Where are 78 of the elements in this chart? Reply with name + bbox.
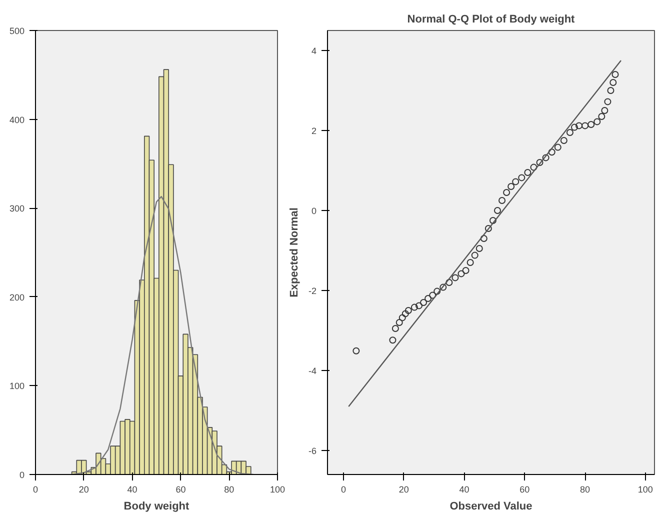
y-tick-label: 300 <box>9 204 25 214</box>
point <box>524 169 532 176</box>
x-tick-label: 80 <box>224 484 234 494</box>
point <box>462 267 470 274</box>
point <box>588 121 595 128</box>
point <box>503 189 510 196</box>
point <box>352 347 360 354</box>
point <box>548 148 556 156</box>
point <box>489 217 496 224</box>
point <box>508 183 515 190</box>
point <box>607 87 614 94</box>
y-tick-label: 0 <box>19 470 25 480</box>
x-axis-title: Observed Value <box>450 500 532 512</box>
point <box>402 310 409 318</box>
point <box>612 71 619 78</box>
point <box>420 299 428 306</box>
point <box>598 113 606 120</box>
y-tick-label: 500 <box>9 26 25 36</box>
y-tick-label: 0 <box>311 206 317 216</box>
point <box>446 279 453 286</box>
line-series <box>71 196 254 474</box>
point <box>424 295 432 302</box>
y-axis-title: Expected Normal <box>288 208 300 298</box>
point <box>542 154 550 162</box>
point <box>560 137 568 144</box>
point <box>466 259 474 266</box>
y-tick-label: 100 <box>9 381 25 392</box>
x-tick-label: 100 <box>270 484 286 494</box>
x-tick-label: 20 <box>78 484 89 494</box>
point <box>536 159 544 166</box>
x-tick-label: 80 <box>580 484 590 494</box>
point <box>452 274 459 282</box>
point <box>389 336 396 344</box>
y-tick-label: 2 <box>311 126 317 136</box>
point <box>434 288 441 295</box>
x-tick-label: 40 <box>127 484 138 494</box>
chart-title: Normal Q-Q Plot of Body weight <box>407 14 576 26</box>
x-tick-label: 40 <box>459 484 470 494</box>
x-tick-label: 60 <box>176 484 186 494</box>
point <box>498 197 506 204</box>
point <box>594 118 601 126</box>
point <box>566 129 574 136</box>
point <box>410 304 418 311</box>
point <box>398 314 406 322</box>
point <box>554 144 562 151</box>
point <box>440 284 447 291</box>
x-tick-label: 0 <box>341 484 346 494</box>
point <box>570 124 578 131</box>
y-tick-label: 200 <box>9 292 25 302</box>
y-tick-label: -2 <box>308 286 317 296</box>
point <box>576 122 583 130</box>
point <box>404 307 412 314</box>
point <box>530 164 538 171</box>
point <box>392 325 399 332</box>
point <box>518 174 526 182</box>
point <box>610 79 617 86</box>
point <box>484 225 492 232</box>
x-tick-label: 20 <box>398 484 409 494</box>
y-tick-label: 400 <box>9 114 25 125</box>
y-tick-label: -6 <box>308 446 317 456</box>
y-tick-label: -4 <box>308 366 317 376</box>
point <box>480 235 488 242</box>
x-tick-label: 100 <box>638 484 653 494</box>
x-tick-label: 0 <box>32 484 38 494</box>
point <box>604 98 612 106</box>
point <box>396 319 403 326</box>
point <box>471 252 478 259</box>
point <box>429 292 436 299</box>
x-tick-label: 60 <box>520 484 530 494</box>
point <box>512 178 520 186</box>
point <box>476 245 483 252</box>
point <box>415 302 422 310</box>
x-axis-title: Body weight <box>124 500 190 512</box>
point <box>494 207 501 214</box>
point <box>458 270 465 278</box>
y-tick-label: 4 <box>311 46 317 56</box>
point <box>582 122 589 130</box>
point <box>601 107 608 114</box>
